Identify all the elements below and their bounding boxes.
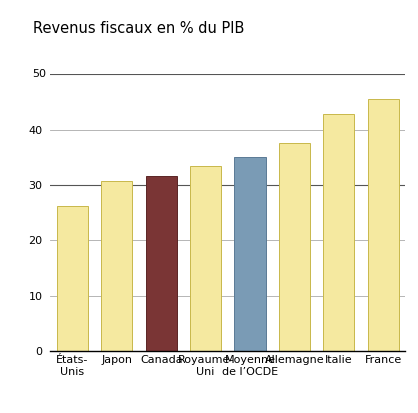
Bar bbox=[323, 114, 354, 351]
Bar bbox=[368, 99, 399, 351]
Bar bbox=[57, 206, 88, 351]
Bar bbox=[279, 143, 310, 351]
Bar bbox=[190, 166, 221, 351]
Text: 50: 50 bbox=[32, 69, 46, 79]
Bar bbox=[101, 181, 133, 351]
Bar bbox=[234, 157, 265, 351]
Text: Revenus fiscaux en % du PIB: Revenus fiscaux en % du PIB bbox=[33, 21, 245, 36]
Bar bbox=[145, 176, 177, 351]
